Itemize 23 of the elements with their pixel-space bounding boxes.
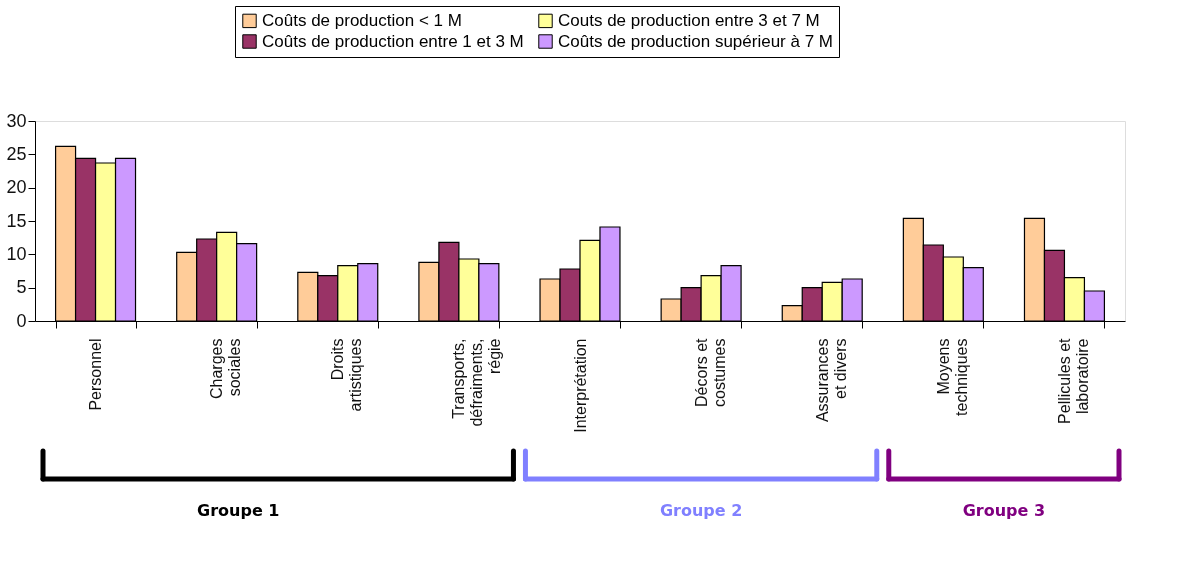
legend-label: Coûts de production < 1 M (262, 10, 462, 30)
legend-label: Coûts de production supérieur à 7 M (558, 31, 833, 51)
y-tick-label: 30 (6, 110, 27, 131)
y-tick-label: 20 (6, 177, 27, 198)
legend-label: Coûts de production entre 1 et 3 M (262, 31, 524, 51)
legend-label: Couts de production entre 3 et 7 M (558, 10, 820, 30)
text: Groupe 3 (962, 501, 1046, 520)
x-tick-label: Transports, défraiments, régie (450, 338, 504, 427)
x-tick-label: Assurances et divers (813, 338, 849, 423)
x-tick-label: Personnel (87, 338, 105, 411)
x-tick-label: Pellicules et laboratoire (1055, 337, 1091, 424)
x-tick-label: Moyens techniques (934, 338, 970, 416)
y-tick-label: 0 (16, 310, 27, 331)
x-tick-label: Interprétation (571, 338, 589, 433)
text: Groupe 1 (197, 501, 280, 520)
y-tick-label: 5 (16, 277, 27, 298)
y-tick-label: 15 (6, 210, 27, 231)
x-tick-label: Décors et costumes (692, 337, 728, 407)
x-tick-label: Droits artistiques (329, 338, 365, 412)
y-tick-label: 10 (6, 243, 27, 264)
text: Groupe 2 (659, 501, 743, 520)
x-tick-label: Charges sociales (208, 338, 244, 399)
y-tick-label: 25 (6, 143, 27, 164)
